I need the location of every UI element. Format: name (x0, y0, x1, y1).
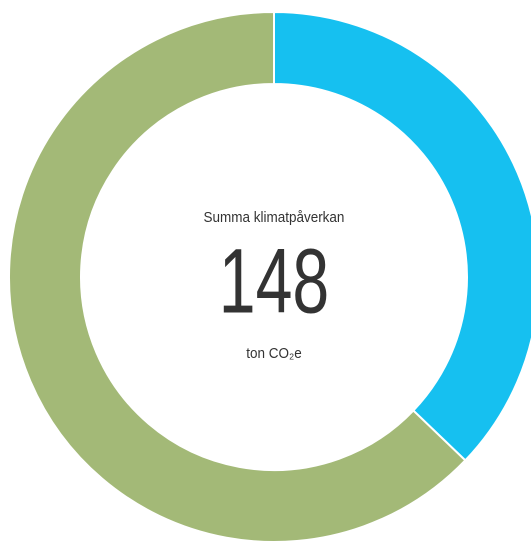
donut (8, 10, 531, 542)
donut-segment (273, 10, 531, 462)
center-value: 148 (219, 229, 330, 332)
center-unit: ton CO₂e (246, 345, 302, 362)
donut-segment (8, 10, 467, 542)
center-label: Summa klimatpåverkan (204, 209, 345, 226)
